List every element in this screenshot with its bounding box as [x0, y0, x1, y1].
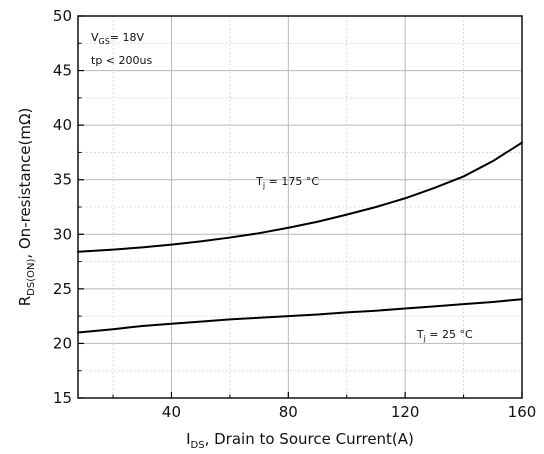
y-tick-label: 25 — [53, 280, 72, 298]
series-line-tj-25-c — [77, 298, 523, 334]
x-tick-label: 40 — [162, 403, 181, 421]
x-tick-label: 80 — [279, 403, 298, 421]
x-axis-label-sub: DS — [191, 440, 205, 451]
label-175-rest: = 175 °C — [265, 175, 319, 188]
tick-label-layer: 40 80 120 160 15 20 25 30 35 40 45 50 — [53, 7, 536, 421]
series-line-tj-175-c — [77, 141, 523, 253]
x-tick-label: 160 — [508, 403, 537, 421]
series-label-tj-25: Tj = 25 °C — [416, 328, 473, 343]
series-label-tj-175: Tj = 175 °C — [255, 175, 319, 190]
y-tick-label: 20 — [53, 334, 72, 352]
y-tick-label: 45 — [53, 62, 72, 80]
y-tick-label: 40 — [53, 116, 72, 134]
y-axis-label-main: R — [16, 296, 34, 306]
tick-layer — [78, 15, 523, 399]
y-tick-label: 35 — [53, 171, 72, 189]
y-axis-label-rest: , On-resistance(mΩ) — [16, 108, 34, 259]
x-tick-label: 120 — [391, 403, 420, 421]
x-axis-label-rest: , Drain to Source Current(A) — [205, 430, 414, 448]
x-axis-label-main: I — [186, 430, 190, 448]
x-axis-label: IDS, Drain to Source Current(A) — [186, 430, 414, 451]
vgs-sub: GS — [99, 37, 110, 46]
tp-annotation: tp < 200us — [91, 54, 152, 67]
y-tick-label: 30 — [53, 225, 72, 243]
plot-frame — [77, 15, 523, 399]
label-175-main: T — [255, 175, 263, 188]
y-tick-label: 50 — [53, 7, 72, 25]
label-25-main: T — [416, 328, 424, 341]
vgs-rest: = 18V — [110, 31, 145, 44]
y-axis-label-sub: DS(ON) — [26, 259, 37, 296]
label-175-sub: j — [262, 181, 265, 190]
y-axis-label: RDS(ON), On-resistance(mΩ) — [16, 108, 37, 307]
label-25-rest: = 25 °C — [426, 328, 473, 341]
vgs-annotation: VGS= 18V — [91, 31, 145, 46]
y-tick-label: 15 — [53, 389, 72, 407]
label-25-sub: j — [423, 334, 426, 343]
series-layer — [77, 141, 523, 334]
vgs-main: V — [91, 31, 99, 44]
